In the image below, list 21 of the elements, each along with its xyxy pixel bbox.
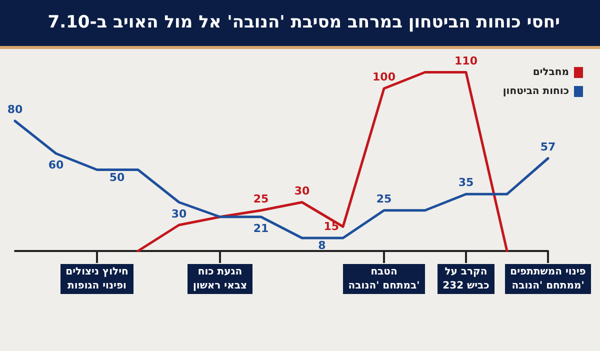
x-tick-label: הקרב על כביש 232 bbox=[442, 266, 490, 292]
data-label: 80 bbox=[7, 103, 23, 116]
data-label: 30 bbox=[294, 184, 310, 198]
data-label: 35 bbox=[458, 176, 474, 190]
legend-label: כוחות הביטחון bbox=[502, 86, 570, 97]
x-tick-label: הגעת כוח צבאי ראשון bbox=[192, 266, 248, 292]
data-label: 60 bbox=[48, 158, 64, 172]
data-label: 21 bbox=[253, 222, 269, 235]
data-label: 50 bbox=[109, 170, 125, 184]
x-tick-label: חילוץ ניצולים ופינוי הגופות bbox=[66, 266, 128, 292]
x-tick-label: פינוי המשתתפים ממתחם 'הנובה' bbox=[510, 266, 586, 292]
legend-label: מחבלים bbox=[532, 67, 569, 78]
data-label: 110 bbox=[454, 54, 478, 68]
data-label: 25 bbox=[253, 192, 269, 206]
x-tick-label: הטבח במתחם 'הנובה' bbox=[348, 266, 420, 292]
data-label: 25 bbox=[376, 192, 392, 206]
data-label: 8 bbox=[318, 239, 326, 252]
data-label: 100 bbox=[372, 70, 396, 84]
chart-title: יחסי כוחות הביטחון במרחב מסיבת 'הנובה' אל מול האויב ב-7.10 bbox=[48, 12, 560, 32]
data-label: 30 bbox=[171, 207, 187, 220]
data-label: 57 bbox=[540, 140, 556, 154]
